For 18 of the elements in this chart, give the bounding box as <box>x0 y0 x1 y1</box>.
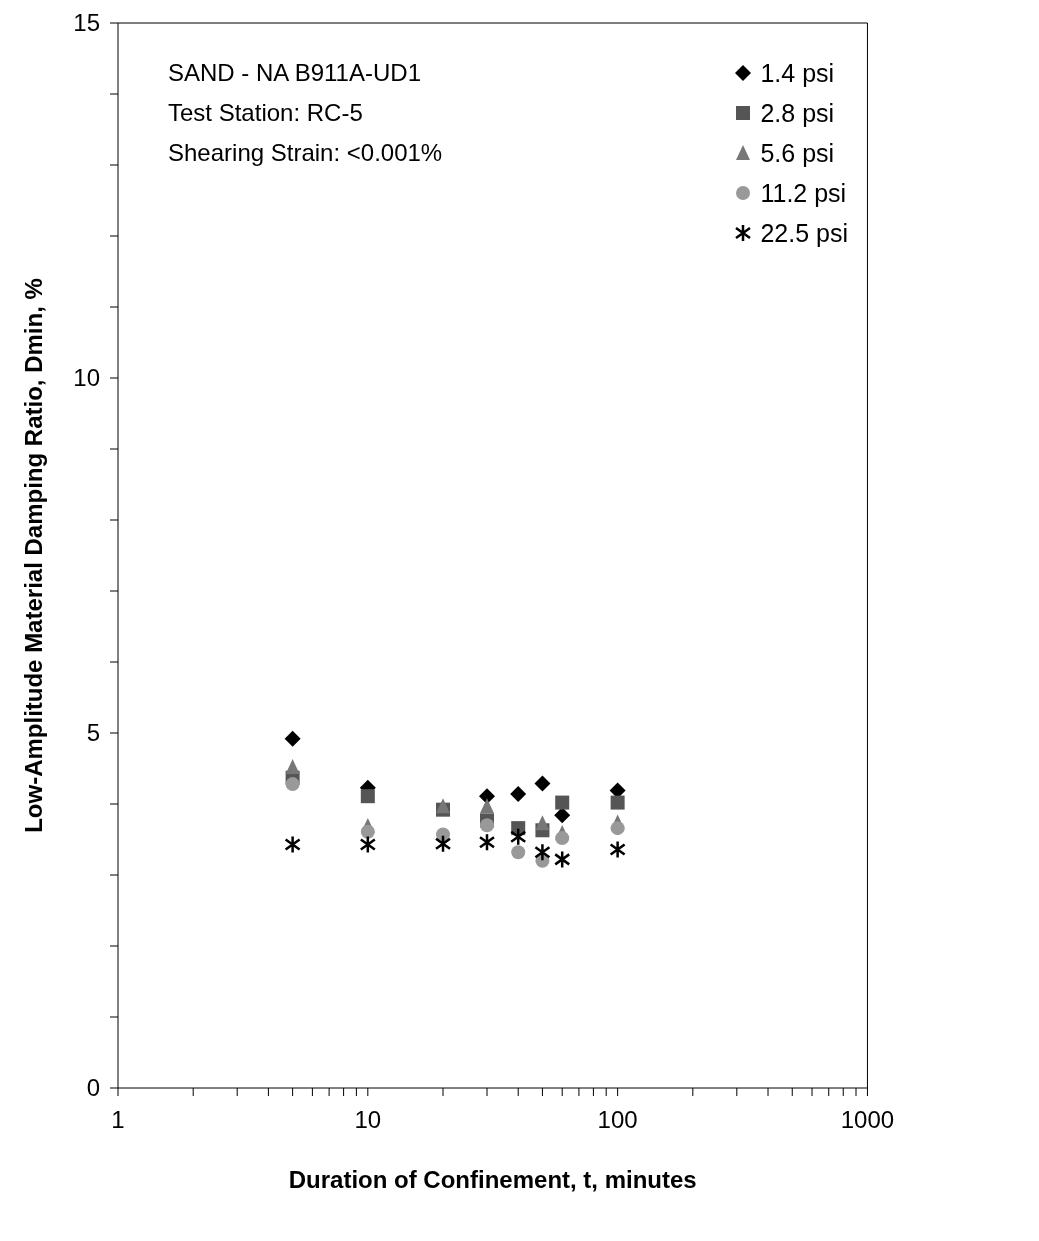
annotation: SAND - NA B911A-UD1 <box>168 58 422 88</box>
x-tick-label: 1 <box>111 1106 125 1133</box>
legend-label: 2.8 psi <box>760 98 835 128</box>
y-tick-label: 15 <box>73 9 100 36</box>
legend-label: 1.4 psi <box>760 58 835 88</box>
y-tick-label: 5 <box>86 719 100 746</box>
annotation: Test Station: RC-5 <box>168 98 364 128</box>
x-axis-title: Duration of Confinement, t, minutes <box>288 1166 697 1193</box>
legend-label: 22.5 psi <box>760 218 848 248</box>
y-axis-title: Low-Amplitude Material Damping Ratio, Dmin, % <box>19 278 47 833</box>
y-tick-label: 0 <box>86 1074 100 1101</box>
y-tick-label: 10 <box>73 364 100 391</box>
x-tick-label: 1000 <box>840 1106 895 1133</box>
x-tick-label: 100 <box>597 1106 638 1133</box>
annotation: Shearing Strain: <0.001% <box>168 138 443 168</box>
x-tick-label: 10 <box>354 1106 382 1133</box>
legend-label: 5.6 psi <box>760 138 835 168</box>
legend-label: 11.2 psi <box>760 178 847 208</box>
